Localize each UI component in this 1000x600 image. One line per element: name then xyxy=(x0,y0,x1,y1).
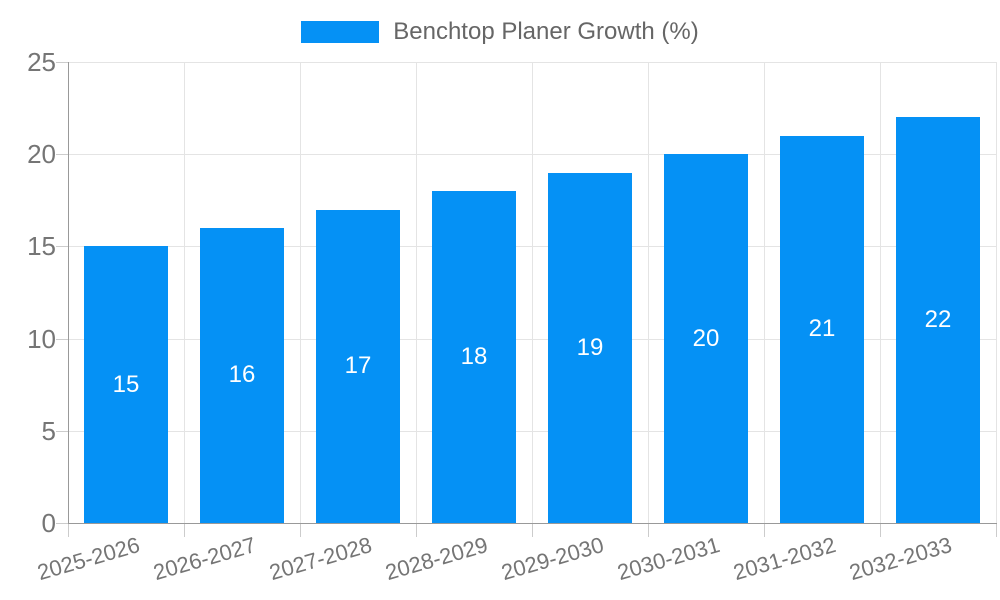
y-tick xyxy=(56,62,68,63)
x-tick-label: 2031-2032 xyxy=(730,532,839,586)
x-tick-label: 2032-2033 xyxy=(846,532,955,586)
x-tick xyxy=(996,524,997,537)
bar-value-label: 15 xyxy=(112,370,140,398)
x-tick xyxy=(68,524,69,537)
y-tick-label: 0 xyxy=(41,508,56,538)
x-grid-line xyxy=(880,62,881,523)
bar[interactable] xyxy=(84,246,168,523)
y-axis-line xyxy=(68,62,69,524)
x-tick xyxy=(184,524,185,537)
y-tick-label: 20 xyxy=(27,139,56,170)
y-tick xyxy=(56,338,68,340)
legend-swatch xyxy=(301,21,380,43)
x-grid-line xyxy=(184,62,185,523)
x-tick xyxy=(880,524,881,537)
x-grid-line xyxy=(416,62,417,523)
y-tick xyxy=(56,246,68,248)
x-tick-label: 2026-2027 xyxy=(150,532,259,586)
y-tick xyxy=(56,154,68,156)
bar[interactable] xyxy=(316,209,400,523)
x-tick-label: 2030-2031 xyxy=(614,532,723,586)
bar-value-label: 18 xyxy=(460,343,488,371)
x-tick xyxy=(648,524,649,537)
y-tick xyxy=(56,430,68,432)
bar-value-label: 16 xyxy=(228,361,256,389)
y-tick-label: 10 xyxy=(27,323,56,354)
bar[interactable] xyxy=(896,117,980,523)
x-tick xyxy=(300,524,301,537)
bar[interactable] xyxy=(548,172,632,523)
x-tick xyxy=(532,524,533,537)
bar-value-label: 21 xyxy=(808,315,836,343)
bar[interactable] xyxy=(432,191,516,523)
bar-value-label: 22 xyxy=(924,306,952,334)
x-grid-line xyxy=(300,62,301,523)
bar-value-label: 19 xyxy=(576,333,604,361)
x-tick-label: 2027-2028 xyxy=(266,532,375,586)
bar[interactable] xyxy=(200,227,284,523)
bar[interactable] xyxy=(780,135,864,523)
bar[interactable] xyxy=(664,154,748,523)
legend-label: Benchtop Planer Growth (%) xyxy=(393,18,699,45)
y-tick xyxy=(56,523,68,524)
x-tick xyxy=(416,524,417,537)
legend[interactable]: Benchtop Planer Growth (%) xyxy=(0,18,1000,46)
x-tick-label: 2029-2030 xyxy=(498,532,607,586)
bar-value-label: 20 xyxy=(692,324,720,352)
x-grid-line xyxy=(996,62,997,523)
x-grid-line xyxy=(648,62,649,523)
y-tick-label: 15 xyxy=(27,231,56,262)
y-tick-label: 5 xyxy=(41,415,56,446)
y-tick-label: 25 xyxy=(27,47,56,77)
bar-value-label: 17 xyxy=(344,352,372,380)
x-tick xyxy=(764,524,765,537)
x-grid-line xyxy=(764,62,765,523)
x-tick-label: 2028-2029 xyxy=(382,532,491,586)
x-tick-label: 2025-2026 xyxy=(34,532,143,586)
x-grid-line xyxy=(532,62,533,523)
x-axis-line xyxy=(68,523,997,524)
